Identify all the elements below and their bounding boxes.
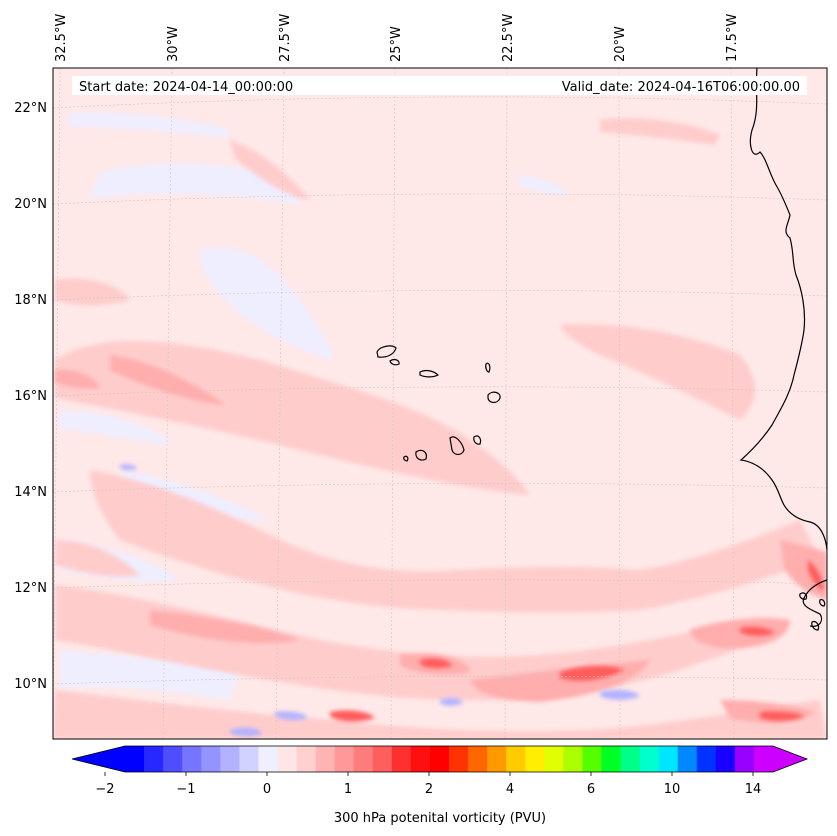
lat-label-22n: 22°N [14, 101, 47, 116]
colorbar-cell [658, 746, 679, 772]
pv-field [53, 112, 827, 739]
colorbar-cell [353, 746, 374, 772]
cape-verde-maio [473, 435, 482, 445]
lon-label-20w: 20°W [613, 26, 628, 62]
cape-verde-fogo [415, 449, 427, 461]
colorbar-cell [734, 746, 755, 772]
cb-tick-label: 14 [745, 782, 762, 797]
colorbar-cell [296, 746, 316, 772]
coastlines [376, 68, 827, 631]
colorbar-extend-high [773, 746, 807, 772]
colorbar-cell [429, 746, 450, 772]
cb-tick-label: 2 [425, 782, 433, 797]
colorbar-cell [277, 746, 297, 772]
colorbar-cell [525, 746, 545, 772]
lat-label-14n: 14°N [14, 485, 47, 500]
colorbar-cell [620, 746, 640, 772]
cape-verde-santiago [449, 436, 465, 456]
cape-verde-sal [485, 362, 491, 373]
lat-label-10n: 10°N [14, 677, 47, 692]
lon-label-30w: 30°W [166, 26, 181, 62]
colorbar-cell [410, 746, 431, 772]
colorbar-cell [372, 746, 393, 772]
colorbar-cell [220, 746, 240, 772]
colorbar-cell [315, 746, 336, 772]
cape-verde-sao-vicente [389, 358, 400, 366]
cape-verde-sao-nicolau [419, 369, 440, 378]
colorbar-extend-low [72, 746, 125, 772]
colorbar-cell [334, 746, 355, 772]
colorbar: −2 −1 0 1 2 4 6 10 14 300 hPa potenital … [71, 745, 809, 826]
cape-verde-santo-antao [376, 345, 397, 358]
colorbar-cell [258, 746, 278, 772]
latitude-labels: 22°N 20°N 18°N 16°N 14°N 12°N 10°N [14, 101, 47, 692]
blue-speckles [120, 464, 640, 737]
cape-verde-boa-vista [487, 391, 501, 404]
colorbar-cell [582, 746, 602, 772]
high-pv-cores [330, 560, 824, 722]
colorbar-cell [639, 746, 660, 772]
colorbar-cell [677, 746, 698, 772]
cb-tick-label: 10 [664, 782, 681, 797]
colorbar-cell [487, 746, 507, 772]
cb-tick-label: 4 [506, 782, 514, 797]
colorbar-cell [506, 746, 526, 772]
cb-tick-label: −2 [95, 782, 114, 797]
lat-label-18n: 18°N [14, 293, 47, 308]
colorbar-cell [715, 746, 736, 772]
colorbar-cell [563, 746, 583, 772]
longitude-labels: 32.5°W 30°W 27.5°W 25°W 22.5°W 20°W 17.5… [54, 14, 740, 62]
colorbar-cell [601, 746, 621, 772]
colorbar-cell [468, 746, 488, 772]
colorbar-cell [753, 746, 774, 772]
colorbar-tick-labels: −2 −1 0 1 2 4 6 10 14 [95, 782, 761, 797]
colorbar-outline [71, 745, 809, 773]
colorbar-cell [449, 746, 469, 772]
guinea-coast [802, 579, 827, 627]
map-panel: Start date: 2024-04-14_00:00:00 Valid_da… [14, 14, 828, 740]
colorbar-cell [201, 746, 221, 772]
lon-label-22-5w: 22.5°W [501, 14, 516, 62]
colorbar-cell [163, 746, 183, 772]
colorbar-cell [239, 746, 259, 772]
lon-label-32-5w: 32.5°W [54, 14, 69, 62]
bijagos-islands [799, 592, 826, 631]
colorbar-ticks [104, 772, 754, 776]
colorbar-label: 300 hPa potenital vorticity (PVU) [334, 811, 546, 826]
cape-verde-brava [403, 455, 409, 462]
start-date-label: Start date: 2024-04-14_00:00:00 [79, 80, 293, 95]
lon-label-25w: 25°W [389, 26, 404, 62]
lat-label-16n: 16°N [14, 389, 47, 404]
colorbar-cell [144, 746, 164, 772]
cb-tick-label: 6 [587, 782, 595, 797]
cb-tick-label: −1 [176, 782, 195, 797]
colorbar-cell [544, 746, 564, 772]
lat-label-20n: 20°N [14, 197, 47, 212]
valid-date-label: Valid_date: 2024-04-16T06:00:00.00 [562, 80, 800, 95]
cb-tick-label: 1 [344, 782, 352, 797]
colorbar-cells [125, 746, 774, 772]
cb-tick-label: 0 [263, 782, 271, 797]
colorbar-cell [125, 746, 145, 772]
lon-label-27-5w: 27.5°W [278, 14, 293, 62]
lon-label-17-5w: 17.5°W [725, 14, 740, 62]
date-header-box [72, 76, 807, 95]
colorbar-cell [696, 746, 717, 772]
colorbar-cell [182, 746, 202, 772]
africa-coastline [739, 68, 827, 551]
colorbar-cell [391, 746, 412, 772]
lat-label-12n: 12°N [14, 581, 47, 596]
map-frame [52, 67, 828, 740]
